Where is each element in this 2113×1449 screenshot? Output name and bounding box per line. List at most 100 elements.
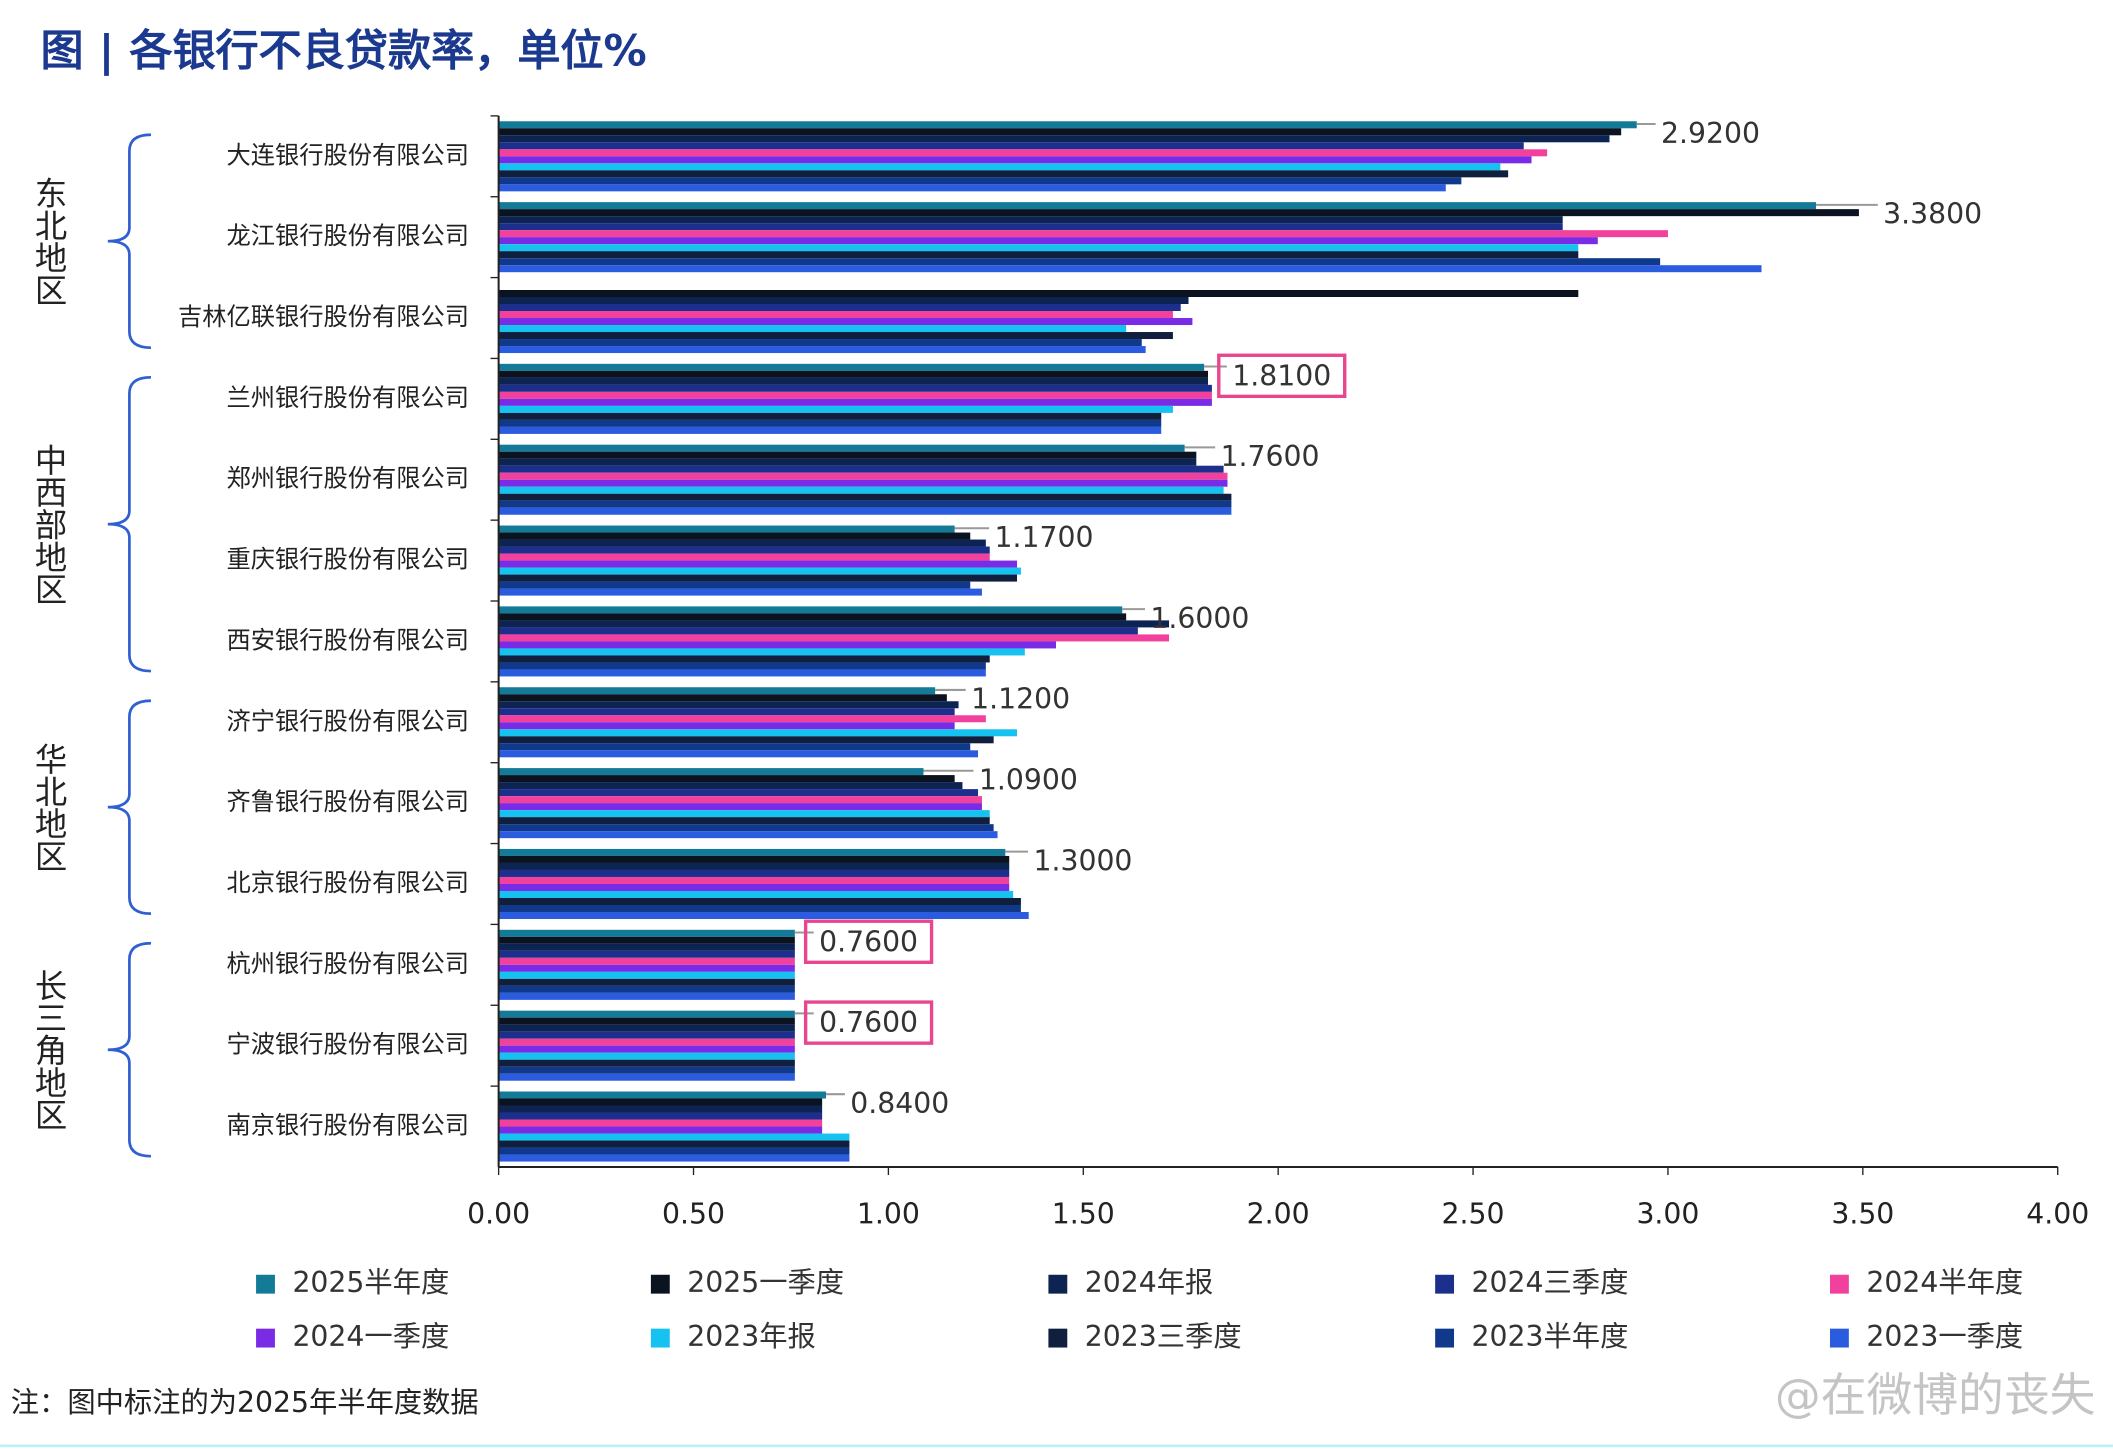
bar: [498, 525, 955, 533]
bar: [498, 304, 1181, 312]
bar: [498, 258, 1661, 266]
bar: [498, 1147, 850, 1155]
bar: [498, 736, 994, 744]
bar: [498, 722, 955, 730]
bar: [498, 883, 1010, 891]
bar: [498, 869, 1010, 877]
value-label: 2.9200: [1661, 117, 1760, 150]
bar: [498, 507, 1232, 515]
bar: [498, 128, 1622, 136]
bar: [498, 1112, 823, 1120]
bar: [498, 1119, 823, 1127]
bar: [498, 142, 1524, 150]
bar: [498, 163, 1501, 171]
bar: [498, 332, 1173, 340]
bar: [498, 346, 1146, 354]
bar: [498, 1024, 795, 1032]
bar: [498, 1091, 827, 1099]
note: 注：图中标注的为2025年半年度数据: [11, 1386, 479, 1419]
bar: [498, 412, 1162, 420]
bar: [498, 465, 1224, 473]
bar: [498, 377, 1209, 385]
bar: [498, 237, 1598, 245]
x-tick-label: 1.50: [1052, 1197, 1115, 1230]
group-brace: [107, 699, 151, 915]
legend-swatch: [1435, 1274, 1455, 1294]
bar: [498, 311, 1173, 319]
bar: [498, 532, 971, 540]
bar: [498, 574, 1018, 582]
bar: [498, 1052, 795, 1060]
value-label: 1.1200: [971, 683, 1070, 716]
legend-label: 2023三季度: [1085, 1320, 1242, 1353]
bar: [498, 775, 955, 783]
bar: [498, 606, 1123, 614]
bar: [498, 325, 1127, 333]
bar: [498, 1059, 795, 1067]
bar: [498, 936, 795, 944]
y-tick-label: 济宁银行股份有限公司: [226, 706, 469, 735]
bar: [498, 929, 795, 937]
bar: [498, 1126, 823, 1134]
bar: [498, 957, 795, 965]
bar: [498, 817, 990, 825]
bar: [498, 978, 795, 986]
bar: [498, 588, 982, 596]
x-tick-label: 3.00: [1636, 1197, 1699, 1230]
bar: [498, 1066, 795, 1074]
bar: [498, 500, 1232, 508]
x-tick-label: 0.50: [662, 1197, 725, 1230]
group-brace: [107, 375, 151, 673]
group-label: 东北地区: [30, 177, 68, 306]
bar: [498, 363, 1205, 371]
value-label: 0.8400: [850, 1087, 949, 1120]
bar: [498, 444, 1185, 452]
bar: [498, 810, 990, 818]
label-box: [803, 919, 934, 964]
group-label: 长三角地区: [30, 969, 68, 1131]
bar: [498, 743, 971, 751]
bar: [498, 1045, 795, 1053]
legend-swatch: [650, 1328, 670, 1348]
bar: [498, 230, 1668, 238]
y-tick-label: 郑州银行股份有限公司: [226, 464, 469, 493]
bar: [498, 708, 955, 716]
value-label: 1.3000: [1033, 844, 1132, 877]
legend-swatch: [1829, 1274, 1849, 1294]
bar: [498, 824, 994, 832]
y-tick-label: 杭州银行股份有限公司: [226, 949, 469, 978]
bar: [498, 803, 982, 811]
bar: [498, 553, 990, 561]
bar: [498, 384, 1212, 392]
bar: [498, 479, 1228, 487]
bar: [498, 669, 986, 677]
bar: [498, 149, 1548, 157]
bar: [498, 1010, 795, 1018]
chart-title: 图 | 各银行不良贷款率，单位%: [40, 26, 646, 76]
y-tick-label: 兰州银行股份有限公司: [226, 383, 469, 412]
bar: [498, 486, 1224, 494]
value-label: 3.3800: [1883, 198, 1982, 231]
bar: [498, 567, 1021, 575]
value-label: 1.1700: [995, 521, 1094, 554]
bar: [498, 405, 1173, 413]
bar: [498, 1133, 850, 1141]
legend-label: 2024半年度: [1866, 1266, 2023, 1299]
bar: [498, 1038, 795, 1046]
bar: [498, 662, 986, 670]
bar: [498, 729, 1018, 737]
y-tick-label: 龙江银行股份有限公司: [226, 221, 469, 250]
bar: [498, 655, 990, 663]
bar: [498, 451, 1197, 459]
bar: [498, 339, 1142, 347]
bar: [498, 796, 982, 804]
bar: [498, 177, 1462, 185]
bar: [498, 202, 1817, 210]
x-tick-label: 3.50: [1831, 1197, 1894, 1230]
bar: [498, 170, 1509, 178]
legend-label: 2023年报: [687, 1320, 816, 1353]
bar: [498, 768, 924, 776]
bar: [498, 581, 971, 589]
bar: [498, 897, 1021, 906]
